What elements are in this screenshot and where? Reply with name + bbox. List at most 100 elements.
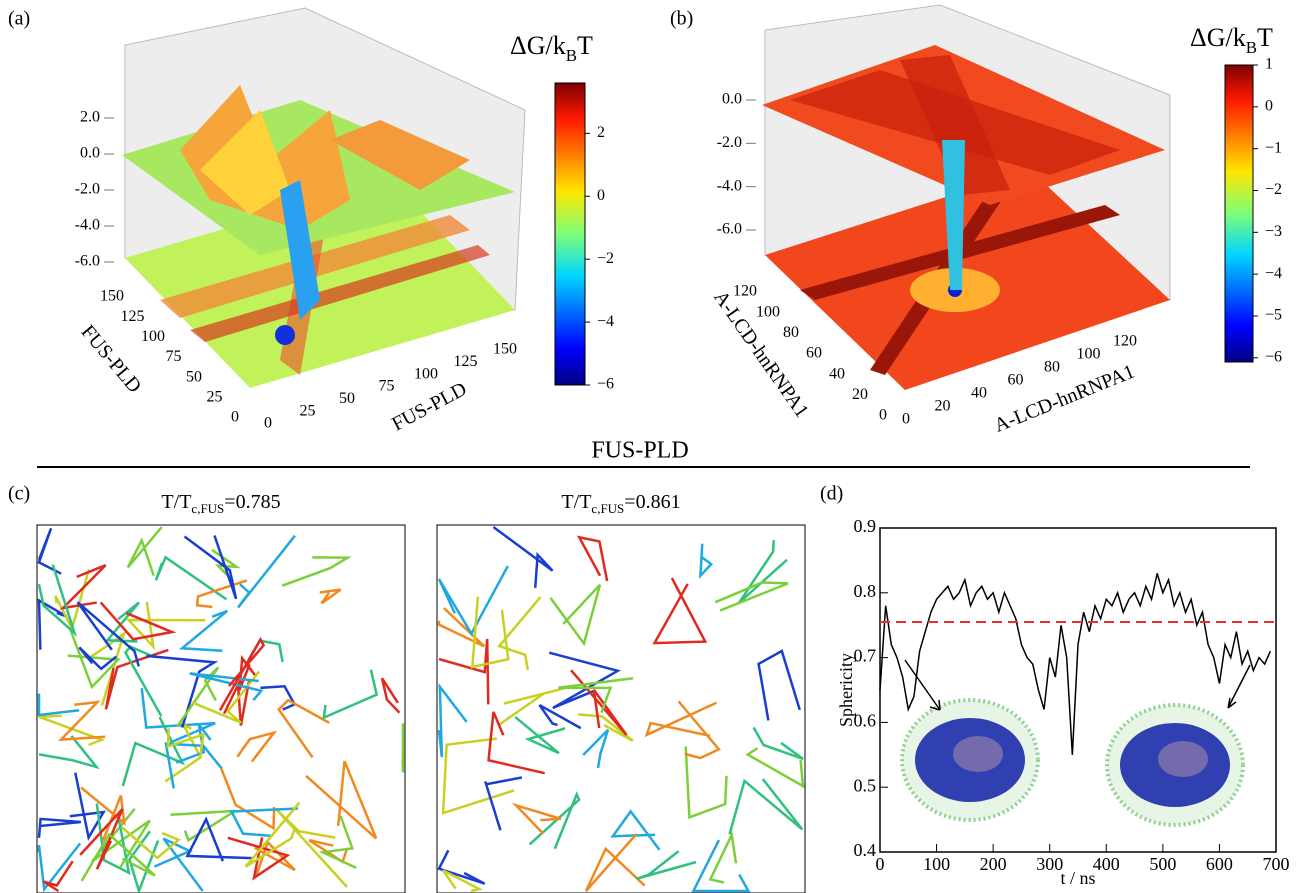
x-tick-label: 125 [454, 353, 478, 370]
y-tick-label: 25 [207, 389, 223, 406]
inset-core [953, 736, 1003, 772]
y-tick-label: 40 [829, 365, 845, 382]
y-tick-label: 0.5 [854, 775, 877, 795]
surface-b [762, 5, 1170, 390]
x-tick-label: 100 [414, 365, 438, 382]
snapshot-frame [437, 525, 805, 893]
z-tick-label: 0.0 [722, 91, 742, 108]
title: ΔG/kBT [510, 31, 593, 65]
y-tick-label: 0 [879, 407, 887, 424]
y-tick-label: 0 [231, 409, 239, 426]
panel-label: (a) [8, 8, 30, 30]
y-axis-label: FUS-PLD [77, 321, 146, 397]
y-tick-label: 80 [783, 324, 799, 341]
z-tick-label: -4.0 [75, 217, 100, 234]
title-part: T [1257, 23, 1273, 52]
y-tick-label: 0.4 [854, 840, 877, 860]
z-tick-label: -6.0 [75, 253, 100, 270]
colorbar-tick-label: −3 [1265, 223, 1282, 240]
panel-label: (c) [8, 483, 30, 505]
z-tick-label: -4.0 [717, 177, 742, 194]
x-tick-label: 700 [1263, 854, 1290, 874]
z-tick-label: -6.0 [717, 221, 742, 238]
x-axis-label: FUS-PLD [388, 378, 470, 436]
section-title: FUS-PLD [591, 438, 688, 464]
x-tick-label: 0 [902, 411, 910, 428]
x-tick-label: 100 [923, 854, 950, 874]
panel-label: (d) [820, 483, 843, 505]
arrow [905, 660, 940, 710]
y-tick-label: 60 [806, 345, 822, 362]
x-tick-label: 600 [1206, 854, 1233, 874]
y-tick-label: 125 [121, 308, 145, 325]
y-tick-label: 0.7 [854, 646, 877, 666]
x-tick-label: 120 [1113, 333, 1137, 350]
x-tick-label: 0 [876, 854, 885, 874]
y-tick-label: 100 [141, 328, 165, 345]
colorbar-tick-label: −4 [597, 313, 614, 330]
colorbar-tick-label: 2 [597, 124, 605, 141]
x-tick-label: 50 [339, 390, 355, 407]
title-part: B [566, 46, 577, 65]
title-part: ΔG/k [510, 31, 566, 60]
x-tick-label: 500 [1149, 854, 1176, 874]
x-tick-label: 0 [264, 415, 272, 432]
x-tick-label: 75 [379, 378, 395, 395]
title-part: B [1246, 38, 1257, 57]
inset-core [1158, 741, 1208, 777]
title: T/Tc,FUS=0.861 [561, 491, 680, 517]
colorbar-tick-label: −6 [597, 376, 614, 393]
x-tick-label: 400 [1093, 854, 1120, 874]
title: ΔG/kBT [1190, 23, 1273, 57]
colorbar-tick-label: −2 [597, 250, 614, 267]
colorbar-tick-label: −4 [1265, 265, 1282, 282]
y-tick-label: 20 [852, 386, 868, 403]
panel-label: (b) [670, 8, 693, 30]
x-tick-label: 300 [1036, 854, 1063, 874]
x-tick-label: 100 [1077, 346, 1101, 363]
y-tick-label: 0.9 [854, 516, 877, 536]
colorbar-tick-label: 0 [1265, 98, 1273, 115]
y-tick-label: 120 [733, 283, 757, 300]
colorbar-tick-label: −2 [1265, 181, 1282, 198]
page: FUS-PLD (a) (b) (c) (d) 2.0 0.0 -2.0 -4.0 -6… [0, 0, 1298, 893]
x-tick-label: 40 [971, 385, 987, 402]
y-tick-label: 0.8 [854, 581, 877, 601]
title: T/Tc,FUS=0.785 [161, 491, 280, 517]
z-tick-label: 2.0 [80, 109, 100, 126]
title-part: ΔG/k [1190, 23, 1246, 52]
z-tick-label: -2.0 [75, 181, 100, 198]
y-tick-label: 100 [756, 303, 780, 320]
title-part: T [577, 31, 593, 60]
colorbar-tick-label: 1 [1265, 56, 1273, 73]
y-tick-label: 50 [186, 368, 202, 385]
x-tick-label: 200 [980, 854, 1007, 874]
z-tick-label: 0.0 [80, 145, 100, 162]
title-part: c,FUS [591, 501, 624, 516]
figure: FUS-PLD (a) (b) (c) (d) 2.0 0.0 -2.0 -4.0 -6… [0, 0, 1298, 893]
z-tick-label: -2.0 [717, 134, 742, 151]
x-tick-label: 25 [300, 402, 316, 419]
y-tick-label: 150 [100, 288, 124, 305]
arrow [1228, 665, 1250, 708]
x-tick-label: 20 [935, 398, 951, 415]
y-tick-label: 75 [166, 348, 182, 365]
x-tick-label: 80 [1044, 359, 1060, 376]
title-part: =0.861 [624, 491, 680, 513]
colorbar-tick-label: −5 [1265, 307, 1282, 324]
title-part: T/T [161, 491, 191, 513]
title-part: =0.785 [224, 491, 280, 513]
title-part: T/T [561, 491, 591, 513]
y-axis-label: Sphericity [836, 653, 856, 727]
y-tick-label: 0.6 [854, 711, 877, 731]
x-tick-label: 60 [1008, 372, 1024, 389]
colorbar [555, 83, 585, 385]
colorbar-tick-label: −1 [1265, 139, 1282, 156]
title-part: c,FUS [191, 501, 224, 516]
colorbar [1225, 65, 1253, 362]
x-axis-label: t / ns [1060, 868, 1095, 888]
colorbar-tick-label: 0 [597, 187, 605, 204]
surface-a [122, 8, 525, 388]
x-tick-label: 150 [493, 341, 517, 358]
colorbar-tick-label: −6 [1265, 348, 1282, 365]
